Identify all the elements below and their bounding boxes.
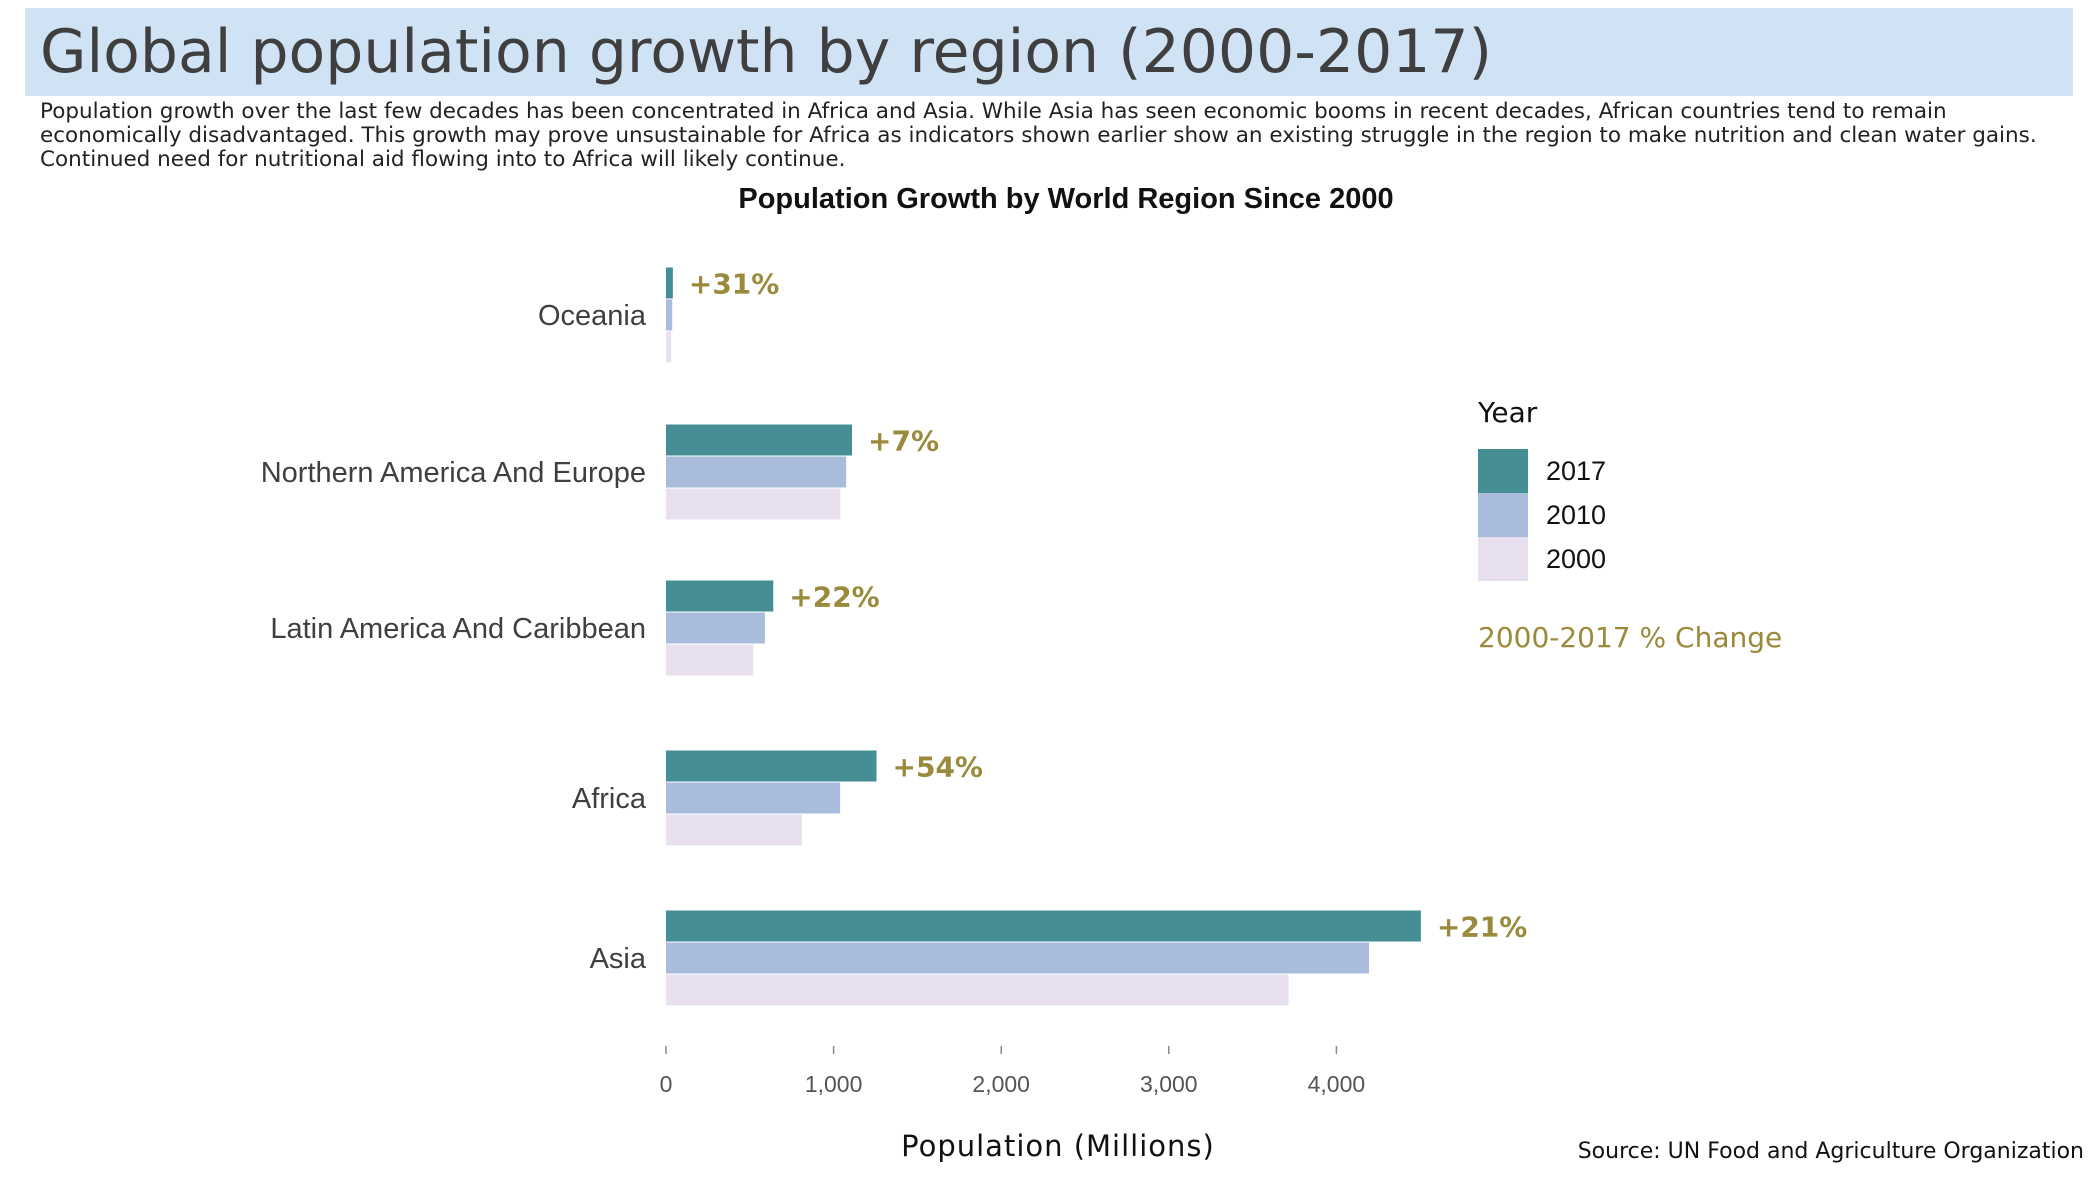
pct-change-label-northern-america-and-europe: +7% — [868, 425, 939, 458]
category-label-africa: Africa — [572, 783, 647, 815]
x-axis-label: Population (Millions) — [901, 1129, 1215, 1163]
bar-latin-america-and-caribbean-2010 — [666, 612, 765, 644]
legend-label-2017: 2017 — [1546, 456, 1606, 486]
pct-change-legend-note: 2000-2017 % Change — [1478, 621, 1782, 654]
bar-northern-america-and-europe-2017 — [666, 424, 853, 456]
x-tick-label: 0 — [660, 1071, 673, 1097]
page-title: Global population growth by region (2000… — [40, 17, 1493, 87]
x-axis-ticks: 0 1,000 2,000 3,000 4,000 — [660, 1046, 1366, 1097]
bar-northern-america-and-europe-2010 — [666, 456, 847, 488]
legend-label-2010: 2010 — [1546, 500, 1606, 530]
pct-change-label-africa: +54% — [893, 751, 983, 784]
bar-oceania-2017 — [666, 267, 673, 299]
pct-change-label-asia: +21% — [1437, 911, 1527, 944]
legend: Year 2000-2017 % Change 2017 2010 2000 — [1477, 396, 1782, 654]
intro-paragraph: Population growth over the last few deca… — [40, 99, 2037, 172]
legend-swatch-2000 — [1478, 537, 1528, 581]
category-labels: Oceania Northern America And Europe Latin … — [261, 300, 647, 975]
title-band — [25, 8, 2073, 96]
chart-title: Population Growth by World Region Since … — [738, 183, 1393, 215]
legend-label-2000: 2000 — [1546, 544, 1606, 574]
category-label-oceania: Oceania — [538, 300, 647, 332]
category-label-latin-america-and-caribbean: Latin America And Caribbean — [270, 613, 646, 645]
bar-oceania-2000 — [666, 331, 672, 363]
bar-asia-2010 — [666, 942, 1370, 974]
pct-change-label-latin-america-and-caribbean: +22% — [789, 581, 879, 614]
legend-title: Year — [1477, 396, 1538, 429]
pct-change-label-oceania: +31% — [689, 268, 779, 301]
bar-latin-america-and-caribbean-2017 — [666, 580, 774, 612]
x-tick-label: 1,000 — [805, 1071, 863, 1097]
category-label-northern-america-and-europe: Northern America And Europe — [261, 457, 646, 489]
bar-africa-2010 — [666, 782, 841, 814]
bar-africa-2017 — [666, 750, 877, 782]
bar-northern-america-and-europe-2000 — [666, 488, 841, 520]
x-tick-label: 3,000 — [1140, 1071, 1198, 1097]
bar-oceania-2010 — [666, 299, 673, 331]
bar-africa-2000 — [666, 814, 802, 846]
bar-asia-2000 — [666, 974, 1289, 1006]
legend-swatch-2017 — [1478, 449, 1528, 493]
legend-swatch-2010 — [1478, 493, 1528, 537]
source-note: Source: UN Food and Agriculture Organiza… — [1577, 1139, 2084, 1164]
bar-latin-america-and-caribbean-2000 — [666, 644, 754, 676]
bars-layer: +31% +7% +22% +54% +21% — [666, 267, 1527, 1006]
category-label-asia: Asia — [590, 943, 647, 975]
x-tick-label: 4,000 — [1308, 1071, 1366, 1097]
x-tick-label: 2,000 — [972, 1071, 1030, 1097]
bar-asia-2017 — [666, 910, 1421, 942]
